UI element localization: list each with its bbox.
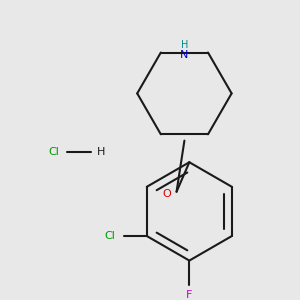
Text: H: H xyxy=(181,40,188,50)
Text: Cl: Cl xyxy=(48,147,59,158)
Text: O: O xyxy=(162,189,171,199)
Text: H: H xyxy=(97,147,105,158)
Text: Cl: Cl xyxy=(104,231,115,241)
Text: F: F xyxy=(186,290,193,300)
Text: N: N xyxy=(180,50,189,61)
